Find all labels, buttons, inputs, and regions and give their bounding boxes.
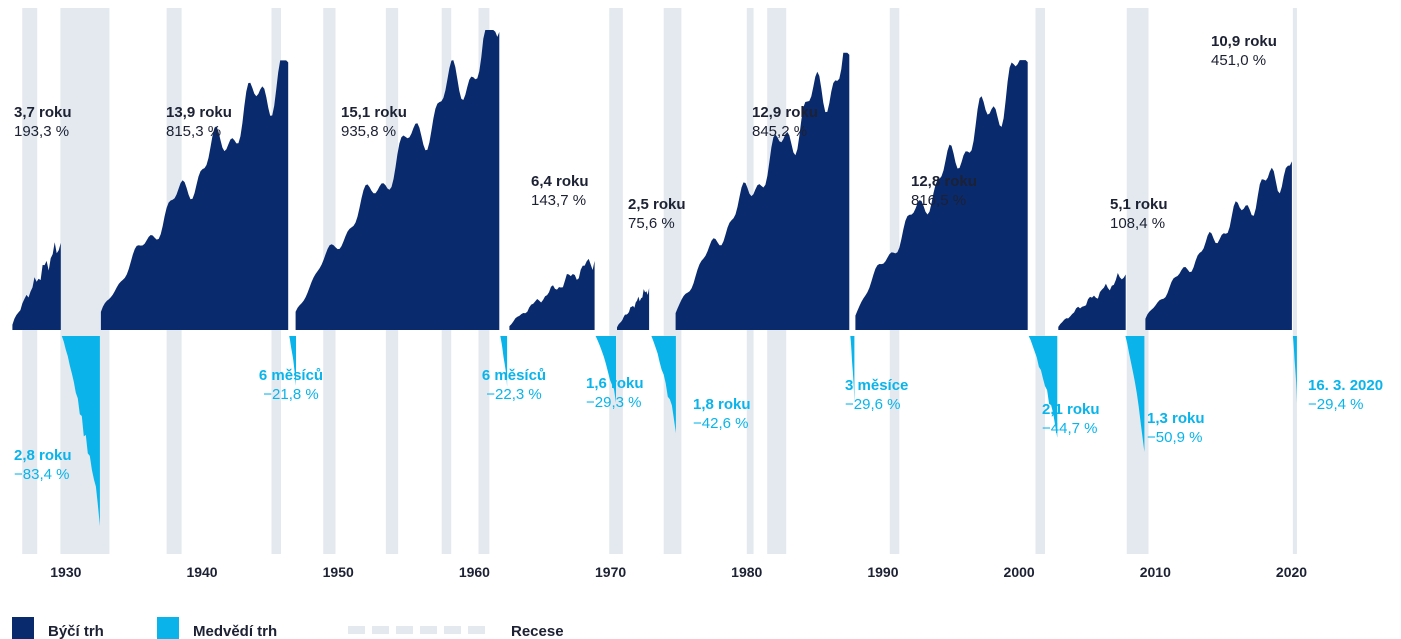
- bull-duration-label-8: 5,1 roku: [1110, 196, 1168, 213]
- recession-band-1: [22, 8, 38, 554]
- bull-duration-label-1: 3,7 roku: [14, 104, 72, 121]
- legend-recession-label: Recese: [511, 623, 564, 639]
- x-tick-2020: 2020: [1276, 564, 1307, 580]
- bull-market-area-8: [1058, 273, 1126, 330]
- bear-market-area-8: [1125, 336, 1145, 452]
- bear-return-label-2: −21,8 %: [263, 386, 318, 403]
- recession-band-16: [1292, 8, 1297, 554]
- bull-return-label-3: 935,8 %: [341, 123, 396, 140]
- bull-duration-label-4: 6,4 roku: [531, 173, 589, 190]
- bull-return-label-5: 75,6 %: [628, 215, 675, 232]
- bull-market-area-3: [295, 30, 500, 330]
- bear-return-label-6: −29,6 %: [845, 396, 900, 413]
- recession-band-14: [1035, 8, 1046, 554]
- bear-duration-label-4: 1,6 roku: [586, 375, 644, 392]
- bull-return-label-9: 451,0 %: [1211, 52, 1266, 69]
- bull-return-label-7: 816,5 %: [911, 192, 966, 209]
- bear-duration-label-2: 6 měsíců: [259, 367, 323, 384]
- period-labels: 3,7 roku 193,3 % 13,9 roku 815,3 % 15,1 roku…: [14, 33, 1383, 483]
- bull-market-area-6: [675, 52, 850, 331]
- bull-duration-label-6: 12,9 roku: [752, 104, 818, 121]
- legend-bear-swatch: [157, 617, 179, 639]
- x-tick-1950: 1950: [323, 564, 354, 580]
- bull-market-area-1: [12, 242, 61, 330]
- recession-band-9: [609, 8, 623, 554]
- bear-return-label-7: −44,7 %: [1042, 420, 1097, 437]
- bear-market-area-6: [850, 336, 855, 404]
- bull-duration-label-9: 10,9 roku: [1211, 33, 1277, 50]
- bear-market-area-2: [289, 336, 296, 386]
- x-tick-1960: 1960: [459, 564, 490, 580]
- legend: Býčí trh Medvědí trh Recese: [12, 617, 564, 639]
- bull-return-label-6: 845,2 %: [752, 123, 807, 140]
- bull-market-area-9: [1145, 161, 1292, 330]
- bear-market-area-5: [651, 336, 676, 434]
- bear-market-area-1: [61, 336, 100, 526]
- bear-duration-label-6: 3 měsíce: [845, 377, 908, 394]
- bull-market-area-7: [855, 60, 1028, 330]
- bear-return-label-1: −83,4 %: [14, 466, 69, 483]
- legend-recession-swatch: [348, 626, 485, 634]
- x-tick-2000: 2000: [1004, 564, 1035, 580]
- x-tick-1940: 1940: [186, 564, 217, 580]
- recession-band-10: [663, 8, 682, 554]
- bear-market-area-9: [1292, 336, 1297, 403]
- bear-return-label-8: −50,9 %: [1147, 429, 1202, 446]
- legend-bull-swatch: [12, 617, 34, 639]
- recession-band-15: [1126, 8, 1149, 554]
- bull-return-label-1: 193,3 %: [14, 123, 69, 140]
- bull-duration-label-3: 15,1 roku: [341, 104, 407, 121]
- bull-market-area-4: [509, 258, 595, 330]
- x-tick-1980: 1980: [731, 564, 762, 580]
- bear-duration-label-9: 16. 3. 2020: [1308, 377, 1383, 394]
- bull-return-label-4: 143,7 %: [531, 192, 586, 209]
- bull-market-area-2: [100, 60, 289, 331]
- bear-return-label-9: −29,4 %: [1308, 396, 1363, 413]
- bear-market-area-3: [500, 336, 508, 387]
- x-tick-2010: 2010: [1140, 564, 1171, 580]
- x-axis-ticks: 1930 1940 1950 1960 1970 1980 1990 2000 2010 2020: [50, 564, 1307, 580]
- bear-market-areas: [61, 336, 1297, 526]
- bull-duration-label-2: 13,9 roku: [166, 104, 232, 121]
- bear-duration-label-8: 1,3 roku: [1147, 410, 1205, 427]
- x-tick-1990: 1990: [867, 564, 898, 580]
- legend-bull-label: Býčí trh: [48, 623, 104, 639]
- bull-duration-label-7: 12,8 roku: [911, 173, 977, 190]
- bull-return-label-8: 108,4 %: [1110, 215, 1165, 232]
- bear-duration-label-1: 2,8 roku: [14, 447, 72, 464]
- bear-market-area-7: [1028, 336, 1058, 438]
- x-tick-1930: 1930: [50, 564, 81, 580]
- bull-duration-label-5: 2,5 roku: [628, 196, 686, 213]
- recession-band-2: [60, 8, 110, 554]
- legend-bear-label: Medvědí trh: [193, 623, 277, 639]
- bull-market-area-5: [617, 288, 650, 330]
- bear-duration-label-7: 2,1 roku: [1042, 401, 1100, 418]
- bear-return-label-3: −22,3 %: [486, 386, 541, 403]
- bear-duration-label-5: 1,8 roku: [693, 396, 751, 413]
- bear-return-label-4: −29,3 %: [586, 394, 641, 411]
- bear-market-area-4: [595, 336, 616, 403]
- bear-duration-label-3: 6 měsíců: [482, 367, 546, 384]
- x-tick-1970: 1970: [595, 564, 626, 580]
- bull-return-label-2: 815,3 %: [166, 123, 221, 140]
- bear-return-label-5: −42,6 %: [693, 415, 748, 432]
- bull-market-areas: [12, 30, 1292, 331]
